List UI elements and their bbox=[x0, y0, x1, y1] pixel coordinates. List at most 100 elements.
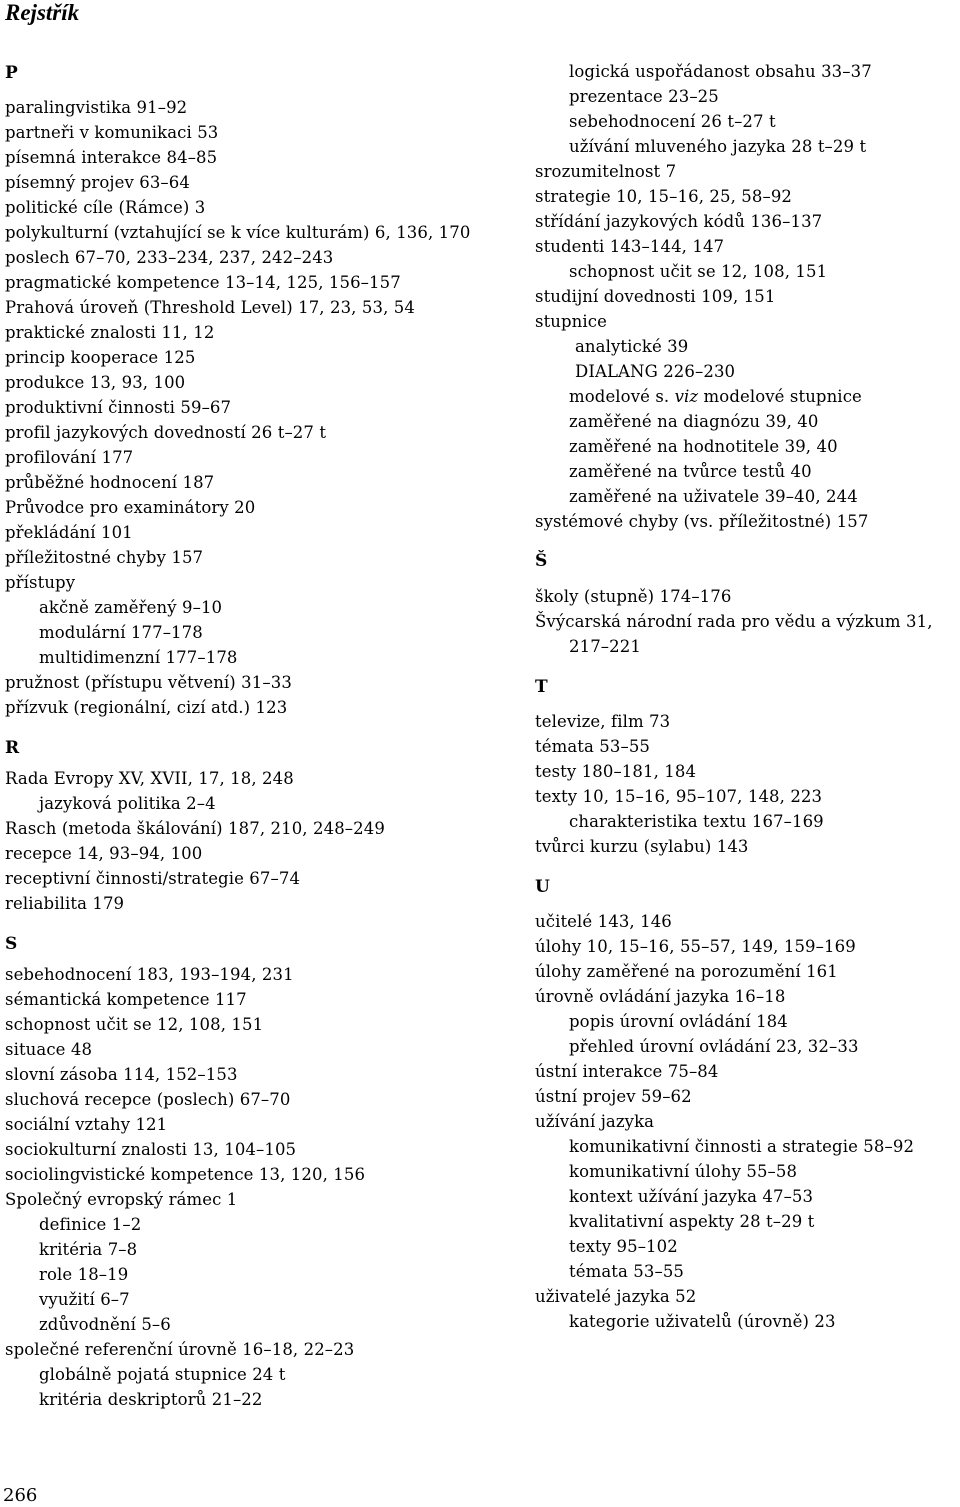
index-subentry: definice 1–2 bbox=[39, 1215, 142, 1234]
index-entry: sociokulturní znalosti 13, 104–105 bbox=[5, 1140, 297, 1159]
index-entry: studenti 143–144, 147 bbox=[535, 237, 725, 256]
index-subentry: charakteristika textu 167–169 bbox=[569, 812, 824, 831]
index-entry: televize, film 73 bbox=[535, 712, 671, 731]
index-subentry: jazyková politika 2–4 bbox=[39, 794, 216, 813]
index-entry: pragmatické kompetence 13–14, 125, 156–1… bbox=[5, 273, 401, 292]
index-entry: sociolingvistické kompetence 13, 120, 15… bbox=[5, 1165, 366, 1184]
index-section-letter: R bbox=[5, 738, 20, 758]
index-entry: partneři v komunikaci 53 bbox=[5, 123, 219, 142]
index-subentry: schopnost učit se 12, 108, 151 bbox=[569, 262, 828, 281]
index-entry: písemný projev 63–64 bbox=[5, 173, 190, 192]
index-entry: sebehodnocení 183, 193–194, 231 bbox=[5, 965, 294, 984]
index-entry: úlohy 10, 15–16, 55–57, 149, 159–169 bbox=[535, 937, 856, 956]
entry-text: modelové s. bbox=[569, 387, 675, 406]
index-subentry: modulární 177–178 bbox=[39, 623, 203, 642]
index-entry: profil jazykových dovedností 26 t–27 t bbox=[5, 423, 327, 442]
index-entry: uživatelé jazyka 52 bbox=[535, 1287, 697, 1306]
index-entry: produktivní činnosti 59–67 bbox=[5, 398, 232, 417]
index-subentry: kritéria deskriptorů 21–22 bbox=[39, 1390, 263, 1409]
index-entry: slovní zásoba 114, 152–153 bbox=[5, 1065, 238, 1084]
index-subentry: 217–221 bbox=[569, 637, 641, 656]
index-subentry: komunikativní úlohy 55–58 bbox=[569, 1162, 798, 1181]
index-entry: úrovně ovládání jazyka 16–18 bbox=[535, 987, 786, 1006]
index-subentry: akčně zaměřený 9–10 bbox=[39, 598, 223, 617]
index-subentry: témata 53–55 bbox=[569, 1262, 685, 1281]
index-section-letter: U bbox=[535, 877, 550, 897]
index-entry: Průvodce pro examinátory 20 bbox=[5, 498, 256, 517]
index-subentry: zaměřené na uživatele 39–40, 244 bbox=[569, 487, 858, 506]
index-entry: příležitostné chyby 157 bbox=[5, 548, 204, 567]
index-entry: Rada Evropy XV, XVII, 17, 18, 248 bbox=[5, 769, 294, 788]
index-entry: školy (stupně) 174–176 bbox=[535, 587, 732, 606]
index-entry: témata 53–55 bbox=[535, 737, 651, 756]
index-subentry: prezentace 23–25 bbox=[569, 87, 719, 106]
index-subentry: role 18–19 bbox=[39, 1265, 129, 1284]
index-entry: Rasch (metoda škálování) 187, 210, 248–2… bbox=[5, 819, 385, 838]
index-entry: úlohy zaměřené na porozumění 161 bbox=[535, 962, 838, 981]
index-subentry: popis úrovní ovládání 184 bbox=[569, 1012, 788, 1031]
index-subentry: multidimenzní 177–178 bbox=[39, 648, 238, 667]
index-entry: tvůrci kurzu (sylabu) 143 bbox=[535, 837, 749, 856]
index-entry: polykulturní (vztahující se k více kultu… bbox=[5, 223, 471, 242]
index-subentry: modelové s. viz modelové stupnice bbox=[569, 386, 862, 408]
index-entry: poslech 67–70, 233–234, 237, 242–243 bbox=[5, 248, 334, 267]
index-entry: překládání 101 bbox=[5, 523, 133, 542]
index-subentry: logická uspořádanost obsahu 33–37 bbox=[569, 62, 872, 81]
index-subentry: zaměřené na diagnózu 39, 40 bbox=[569, 412, 819, 431]
cross-reference-marker: viz bbox=[674, 387, 699, 406]
index-entry: Švýcarská národní rada pro vědu a výzkum… bbox=[535, 612, 933, 631]
index-entry: Společný evropský rámec 1 bbox=[5, 1190, 238, 1209]
index-entry: receptivní činnosti/strategie 67–74 bbox=[5, 869, 301, 888]
index-entry: pružnost (přístupu větvení) 31–33 bbox=[5, 673, 292, 692]
index-section-letter: Š bbox=[535, 551, 548, 571]
index-subentry: texty 95–102 bbox=[569, 1237, 678, 1256]
index-entry: situace 48 bbox=[5, 1040, 93, 1059]
index-entry: princip kooperace 125 bbox=[5, 348, 196, 367]
index-entry: systémové chyby (vs. příležitostné) 157 bbox=[535, 512, 869, 531]
index-entry: přízvuk (regionální, cizí atd.) 123 bbox=[5, 698, 288, 717]
index-entry: užívání jazyka bbox=[535, 1112, 655, 1131]
index-entry: střídání jazykových kódů 136–137 bbox=[535, 212, 823, 231]
index-subentry: globálně pojatá stupnice 24 t bbox=[39, 1365, 286, 1384]
index-subentry: zdůvodnění 5–6 bbox=[39, 1315, 171, 1334]
index-entry: profilování 177 bbox=[5, 448, 134, 467]
page-number: 266 bbox=[3, 1485, 38, 1506]
index-entry: srozumitelnost 7 bbox=[535, 162, 677, 181]
index-entry: texty 10, 15–16, 95–107, 148, 223 bbox=[535, 787, 823, 806]
index-entry: politické cíle (Rámce) 3 bbox=[5, 198, 206, 217]
index-entry: ústní interakce 75–84 bbox=[535, 1062, 719, 1081]
index-entry: sémantická kompetence 117 bbox=[5, 990, 247, 1009]
index-subentry: kvalitativní aspekty 28 t–29 t bbox=[569, 1212, 815, 1231]
index-subentry: kontext užívání jazyka 47–53 bbox=[569, 1187, 814, 1206]
index-subentry: kritéria 7–8 bbox=[39, 1240, 138, 1259]
index-entry: reliabilita 179 bbox=[5, 894, 125, 913]
index-section-letter: S bbox=[5, 934, 18, 954]
index-entry: stupnice bbox=[535, 312, 607, 331]
running-header: Rejstřík bbox=[5, 0, 80, 25]
index-entry: strategie 10, 15–16, 25, 58–92 bbox=[535, 187, 793, 206]
index-entry: průběžné hodnocení 187 bbox=[5, 473, 215, 492]
index-subentry: kategorie uživatelů (úrovně) 23 bbox=[569, 1312, 836, 1331]
index-subentry: využití 6–7 bbox=[39, 1290, 130, 1309]
index-entry: ústní projev 59–62 bbox=[535, 1087, 692, 1106]
index-entry: učitelé 143, 146 bbox=[535, 912, 672, 931]
index-subentry: přehled úrovní ovládání 23, 32–33 bbox=[569, 1037, 859, 1056]
index-entry: přístupy bbox=[5, 573, 76, 592]
index-entry: testy 180–181, 184 bbox=[535, 762, 697, 781]
index-entry: paralingvistika 91–92 bbox=[5, 98, 188, 117]
index-subentry: sebehodnocení 26 t–27 t bbox=[569, 112, 776, 131]
entry-text: modelové stupnice bbox=[698, 387, 862, 406]
index-entry: recepce 14, 93–94, 100 bbox=[5, 844, 203, 863]
index-entry: písemná interakce 84–85 bbox=[5, 148, 218, 167]
index-entry: sociální vztahy 121 bbox=[5, 1115, 168, 1134]
index-entry: studijní dovednosti 109, 151 bbox=[535, 287, 776, 306]
index-subentry: zaměřené na hodnotitele 39, 40 bbox=[569, 437, 838, 456]
index-section-letter: T bbox=[535, 677, 548, 697]
index-entry: sluchová recepce (poslech) 67–70 bbox=[5, 1090, 291, 1109]
index-section-letter: P bbox=[5, 63, 18, 83]
index-entry: praktické znalosti 11, 12 bbox=[5, 323, 215, 342]
index-subentry: DIALANG 226–230 bbox=[575, 362, 736, 381]
index-subentry: analytické 39 bbox=[575, 337, 689, 356]
index-entry: Prahová úroveň (Threshold Level) 17, 23,… bbox=[5, 298, 415, 317]
index-subentry: komunikativní činnosti a strategie 58–92 bbox=[569, 1137, 915, 1156]
